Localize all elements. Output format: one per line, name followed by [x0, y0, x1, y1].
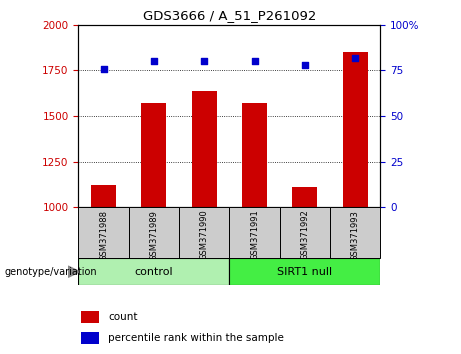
Title: GDS3666 / A_51_P261092: GDS3666 / A_51_P261092	[142, 9, 316, 22]
Text: GSM371990: GSM371990	[200, 210, 209, 261]
Text: GSM371988: GSM371988	[99, 210, 108, 261]
Bar	[78, 258, 230, 285]
Point	[301, 62, 308, 68]
Text: GSM371992: GSM371992	[300, 210, 309, 261]
Text: percentile rank within the sample: percentile rank within the sample	[108, 333, 284, 343]
Point	[150, 58, 158, 64]
Bar	[91, 185, 116, 207]
Bar	[242, 103, 267, 207]
Bar	[230, 258, 380, 285]
Point	[351, 55, 359, 61]
Bar	[129, 207, 179, 258]
Point	[251, 58, 258, 64]
Point	[100, 66, 107, 72]
Bar	[230, 207, 280, 258]
Text: control: control	[135, 267, 173, 277]
Text: GSM371993: GSM371993	[351, 210, 360, 261]
Text: SIRT1 null: SIRT1 null	[277, 267, 332, 277]
Bar	[141, 103, 166, 207]
Bar	[330, 207, 380, 258]
Bar	[343, 52, 368, 207]
Text: GSM371991: GSM371991	[250, 210, 259, 261]
Text: GSM371989: GSM371989	[149, 210, 159, 261]
Bar	[179, 207, 230, 258]
Polygon shape	[68, 266, 80, 277]
Text: count: count	[108, 312, 138, 322]
Point	[201, 58, 208, 64]
Bar	[82, 312, 100, 323]
Bar	[292, 187, 318, 207]
Bar	[280, 207, 330, 258]
Bar	[192, 91, 217, 207]
Bar	[82, 332, 100, 343]
Text: genotype/variation: genotype/variation	[5, 267, 97, 277]
Bar	[78, 207, 129, 258]
